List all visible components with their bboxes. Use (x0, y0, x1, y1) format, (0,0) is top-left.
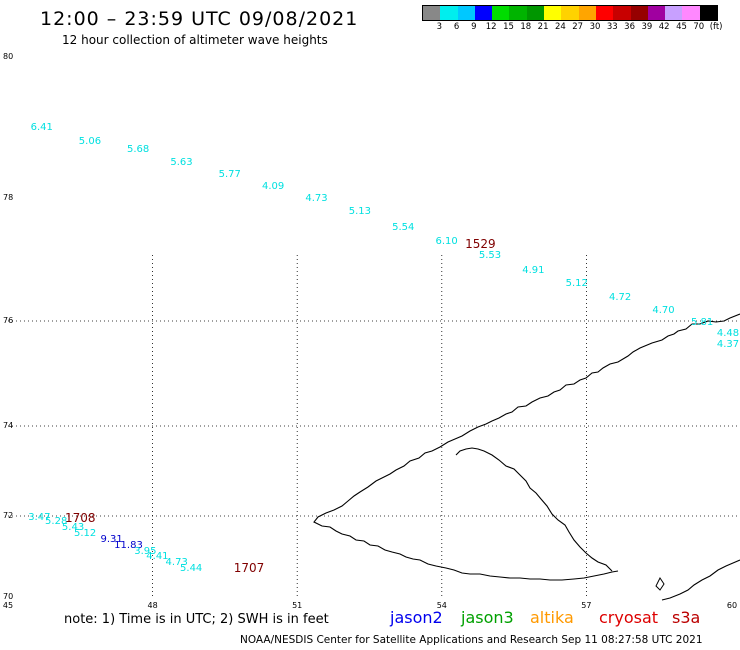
wave-height-value: 3.47 (28, 512, 51, 524)
footer-credit: NOAA/NESDIS Center for Satellite Applica… (240, 634, 703, 646)
wave-height-value: 4.48 (716, 328, 740, 340)
wave-height-value: 5.06 (78, 135, 102, 147)
colorbar-swatch (526, 6, 545, 20)
colorbar-label: 21 (537, 22, 549, 32)
wave-height-value: 5.44 (180, 562, 203, 574)
wave-height-value: 6.10 (435, 236, 458, 248)
colorbar-swatch (561, 6, 579, 20)
colorbar-label: 39 (641, 22, 653, 32)
wave-height-value: 5.13 (348, 206, 371, 218)
wave-height-value: 5.77 (218, 168, 241, 180)
colorbar-label: (ft) (709, 22, 723, 32)
latitude-label: 78 (3, 193, 14, 202)
grid-lines (8, 255, 740, 597)
pass-time-label: 1529 (465, 237, 496, 252)
coastline-mainland (661, 559, 740, 601)
colorbar-swatch (578, 6, 596, 20)
colorbar-labels: 3 6 9 12 15 18 21 24 27 30 33 36 39 42 45 70 (ft) (422, 22, 740, 34)
colorbar-label: 9 (471, 22, 477, 32)
wave-height-value: 4.73 (305, 193, 328, 205)
pass-time-label: 1708 (65, 511, 96, 526)
colorbar-swatch (474, 6, 493, 20)
colorbar-label: 33 (606, 22, 618, 32)
colorbar-swatch (630, 6, 648, 20)
colorbar-swatch (457, 6, 475, 20)
satellite-legend-s3a: s3a (672, 608, 701, 627)
colorbar-swatch (544, 6, 562, 20)
satellite-legend-cryosat: cryosat (599, 608, 659, 627)
wave-height-value: 11.83 (114, 539, 143, 551)
colorbar-label: 15 (503, 22, 514, 32)
wave-height-value: 5.68 (126, 144, 150, 156)
colorbar-swatch (682, 6, 700, 20)
colorbar-label: 42 (658, 22, 670, 32)
coastline-novaya-zemlya (313, 313, 740, 581)
latitude-label: 80 (3, 52, 14, 61)
wave-height-value: 5.12 (565, 278, 588, 290)
pass-time-label: 1707 (233, 560, 265, 575)
wave-height-value: 5.28 (45, 516, 68, 528)
satellite-legend-jason3: jason3 (461, 608, 514, 627)
coastline-inner-island (455, 447, 613, 572)
colorbar-label: 36 (624, 22, 636, 32)
longitude-label: 54 (436, 601, 447, 610)
longitude-label: 60 (726, 601, 738, 610)
wave-height-value: 4.73 (165, 556, 188, 568)
colorbar-label: 27 (572, 22, 584, 32)
colorbar-swatch (440, 6, 458, 20)
wave-height-value: 5.63 (170, 156, 193, 168)
colorbar-label: 3 (436, 22, 443, 32)
wave-height-value: 4.91 (522, 264, 545, 276)
units-note: note: 1) Time is in UTC; 2) SWH is in fe… (64, 612, 329, 627)
coastline-islet (655, 577, 665, 591)
colorbar-swatch (665, 6, 683, 20)
colorbar-label: 18 (520, 22, 532, 32)
wave-height-value: 5.12 (73, 528, 97, 540)
colorbar-label: 45 (676, 22, 687, 32)
colorbar-swatch (647, 6, 666, 20)
longitude-label: 45 (2, 601, 14, 610)
map-subtitle: 12 hour collection of altimeter wave hei… (62, 33, 328, 47)
wave-height-value: 6.41 (30, 121, 53, 133)
wave-height-value: 4.41 (146, 551, 169, 563)
wave-height-value: 5.53 (478, 250, 502, 262)
wave-height-value: 5.43 (61, 522, 85, 534)
satellite-legend-jason2: jason2 (390, 608, 443, 627)
colorbar-swatch (595, 6, 614, 20)
wave-height-value: 4.70 (652, 304, 675, 316)
colorbar-swatch (492, 6, 510, 20)
colorbar-swatch (699, 6, 718, 20)
wave-height-value: 4.37 (716, 338, 740, 350)
wave-height-value: 3.95 (134, 546, 157, 558)
longitude-label: 57 (581, 601, 592, 610)
colorbar-swatch (613, 6, 631, 20)
colorbar (422, 5, 719, 21)
wave-height-value: 9.31 (100, 534, 123, 546)
colorbar-label: 6 (453, 22, 460, 32)
colorbar-swatch (423, 6, 441, 20)
colorbar-label: 12 (485, 22, 497, 32)
longitude-label: 51 (292, 601, 303, 610)
colorbar-label: 30 (589, 22, 601, 32)
wave-height-value: 4.09 (261, 181, 285, 193)
longitude-label: 48 (147, 601, 158, 610)
map-title: 12:00 – 23:59 UTC 09/08/2021 (40, 8, 359, 30)
colorbar-label: 70 (693, 22, 705, 32)
latitude-label: 76 (3, 316, 14, 325)
colorbar-label: 24 (554, 22, 566, 32)
wave-height-value: 5.81 (690, 316, 714, 328)
wave-height-value: 4.72 (608, 291, 632, 303)
colorbar-swatch (509, 6, 527, 20)
latitude-label: 72 (3, 511, 14, 520)
latitude-label: 74 (3, 421, 14, 430)
latitude-label: 70 (3, 592, 14, 601)
satellite-legend-altika: altika (530, 608, 574, 627)
wave-height-value: 5.54 (392, 221, 415, 233)
